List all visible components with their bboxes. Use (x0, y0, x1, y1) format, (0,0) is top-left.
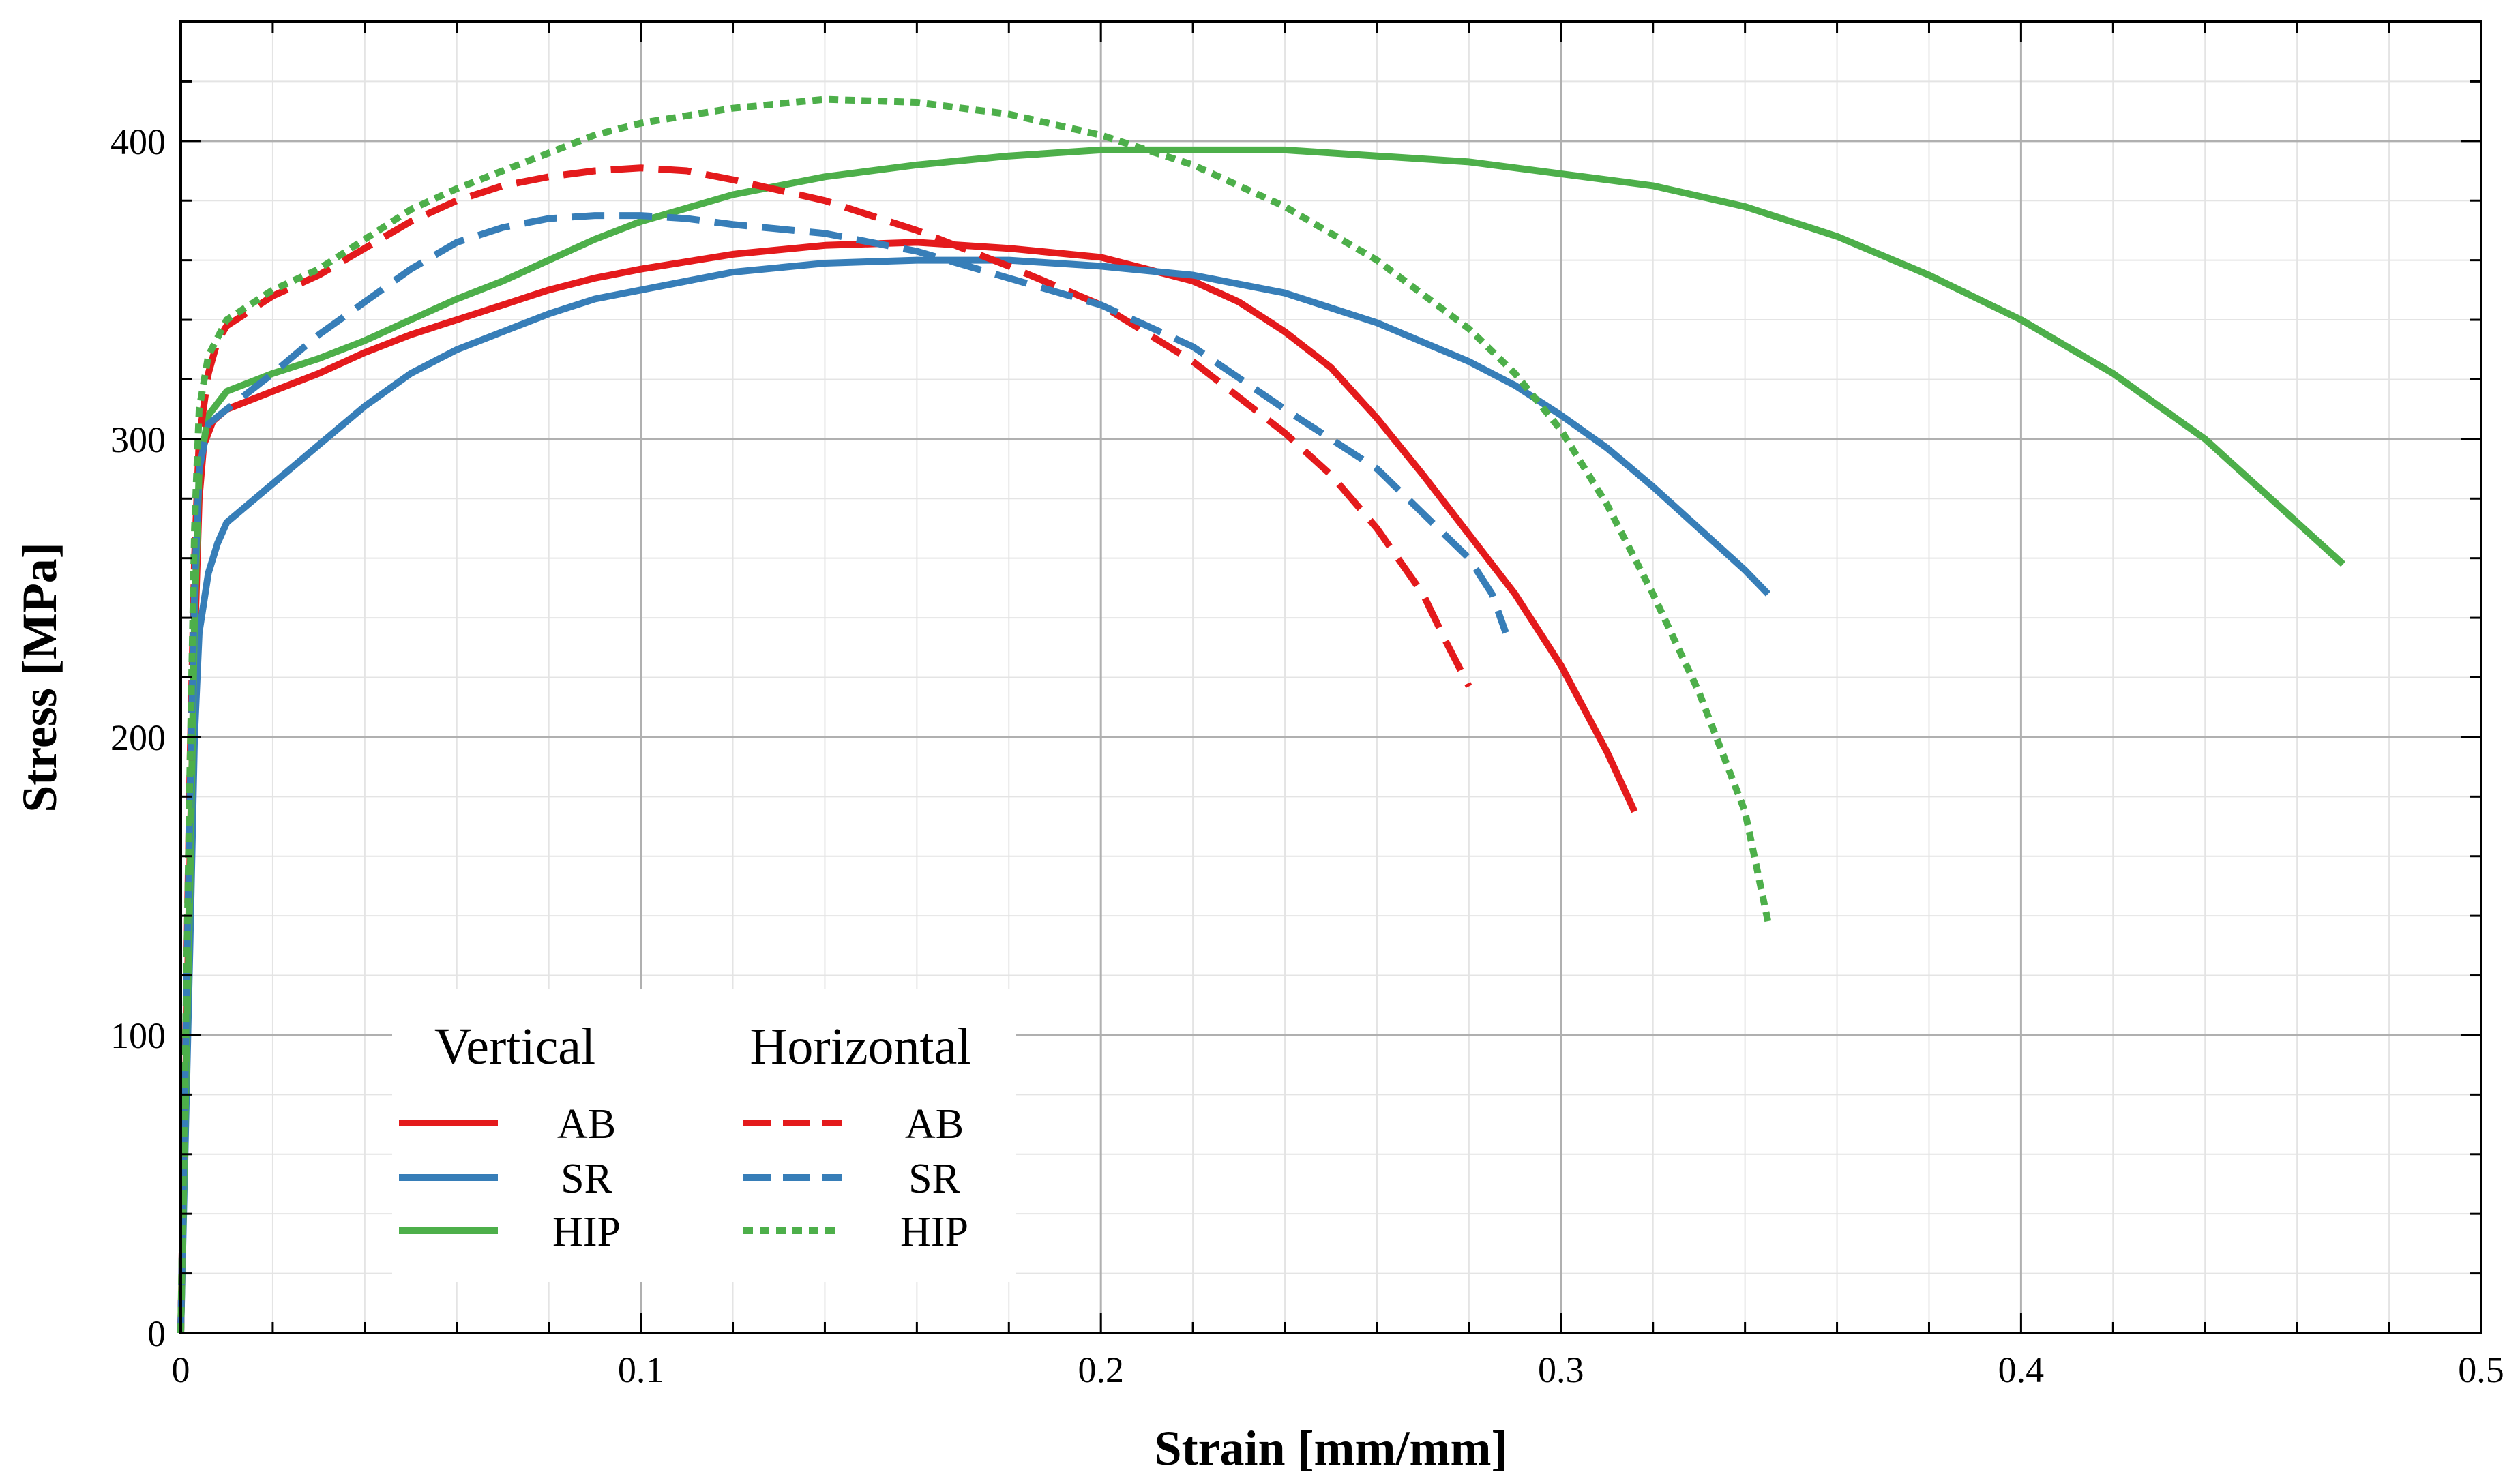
series-horizontal-ab-line (177, 164, 1472, 1334)
x-tick-label: 0.3 (1538, 1349, 1584, 1390)
plot-frame (179, 20, 2482, 1334)
legend-entry-label: HIP (552, 1209, 621, 1255)
y-tick-label: 0 (147, 1313, 166, 1354)
legend-entry-label: HIP (900, 1209, 968, 1255)
x-tick-label: 0.1 (618, 1349, 664, 1390)
legend-entry-label: AB (905, 1101, 964, 1148)
legend-entry-label: SR (561, 1156, 612, 1202)
y-tick-label: 100 (110, 1015, 166, 1056)
series-vertical-sr-line (177, 256, 1770, 1334)
legend: Vertical AB SR HIP Horizontal AB SR HIP (392, 989, 1016, 1282)
y-tick-label: 200 (110, 717, 166, 758)
x-tick-label: 0.4 (1998, 1349, 2045, 1390)
x-axis-title: Strain [mm/mm] (1155, 1421, 1508, 1475)
x-tick-label: 0.2 (1078, 1349, 1124, 1390)
x-tick-label: 0 (172, 1349, 190, 1390)
tick-labels: 0 0.1 0.2 0.3 0.4 0.5 0 100 200 300 400 (110, 121, 2504, 1390)
x-tick-label: 0.5 (2458, 1349, 2504, 1390)
legend-group-title: Vertical (434, 1018, 595, 1075)
y-tick-label: 300 (110, 419, 166, 460)
y-axis-title: Stress [MPa] (12, 542, 67, 813)
series-horizontal-sr-line (177, 212, 1509, 1334)
axis-ticks (179, 20, 2482, 1334)
legend-group-title: Horizontal (750, 1018, 971, 1075)
y-tick-label: 400 (110, 121, 166, 162)
series-vertical-hip-line (177, 146, 2345, 1334)
legend-entry-label: SR (908, 1156, 960, 1202)
series-horizontal-hip-line (177, 95, 1772, 1334)
series-layer (177, 95, 2345, 1334)
legend-entry-label: AB (557, 1101, 616, 1148)
